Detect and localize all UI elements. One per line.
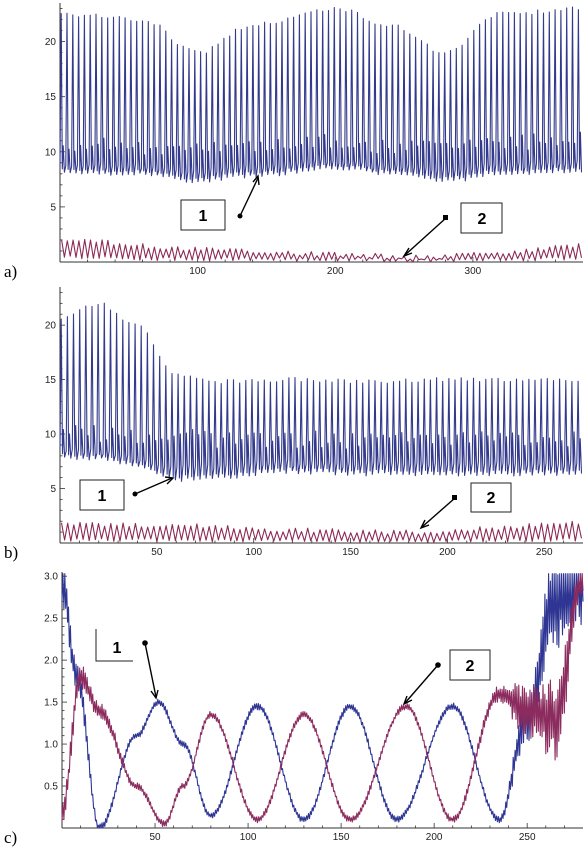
y-tick-label: 20 (45, 321, 57, 332)
callout-box-2-b: 2 (470, 482, 512, 513)
series-1-line (61, 573, 584, 829)
series-2-line (61, 573, 584, 827)
callout-box-2-c: 2 (449, 649, 491, 681)
callout-dot-1-c (142, 640, 148, 646)
callout-box-frame (460, 202, 503, 234)
y-tick-label: 10 (45, 147, 57, 158)
y-tick-label: 2.0 (44, 656, 58, 667)
callout-label-2-b: 2 (487, 490, 496, 507)
callout-arrowhead-2-a (402, 247, 413, 258)
plot-b-area: 50 100 150 200 250 5 10 15 20 (45, 287, 583, 558)
callout-arrow-2-a (404, 217, 447, 256)
y-tick-label: 3.0 (44, 572, 58, 583)
plot-c-area: 50 100 150 200 250 0.5 1.0 1.5 2.0 2.5 3.0 (44, 572, 584, 843)
callout-box-frame (449, 649, 491, 681)
y-tick-label: 15 (45, 375, 57, 386)
callout-box-2-a: 2 (460, 202, 503, 234)
callout-arrow-1-a (239, 177, 259, 217)
y-tick-label: 20 (45, 37, 57, 48)
panel-b: b) 50 100 150 200 250 5 10 15 20 1 2 (4, 287, 583, 562)
callout-dot-2-c (435, 662, 441, 668)
callout-label-2-a: 2 (478, 211, 487, 228)
callout-box-frame (180, 199, 226, 231)
callout-dot-2-a (443, 215, 448, 220)
x-tick-label: 200 (327, 266, 344, 277)
x-tick-label: 100 (245, 547, 262, 558)
callout-box-1-a: 1 (180, 199, 226, 231)
series-1-line (59, 302, 583, 482)
y-tick-label: 1.5 (44, 698, 58, 709)
y-tick-label: 5 (50, 202, 56, 213)
callout-box-frame (79, 479, 125, 511)
callout-dot-1-b (132, 491, 138, 497)
x-tick-label: 150 (333, 832, 350, 843)
panel-label-b: b) (4, 543, 18, 562)
callout-dot-2-b (452, 495, 457, 500)
x-tick-label: 300 (465, 266, 482, 277)
y-tick-label: 2.5 (44, 614, 58, 625)
panel-c: c) 50 100 150 200 250 0.5 1.0 1.5 2.0 2.5 3.0 1 2 (4, 572, 584, 847)
callout-box-1-b: 1 (79, 479, 125, 511)
callout-arrow-1-b (134, 477, 173, 495)
x-tick-label: 150 (342, 547, 359, 558)
y-tick-label: 10 (45, 430, 57, 441)
callout-arrowhead-2-b (419, 519, 430, 530)
plot-a-area: 100 200 300 5 10 15 20 (45, 3, 583, 277)
panel-label-a: a) (4, 262, 17, 281)
panel-label-c: c) (4, 828, 17, 847)
x-tick-label: 200 (439, 547, 456, 558)
y-tick-label: 0.5 (44, 782, 58, 793)
series-2-line (60, 238, 583, 263)
y-tick-label: 5 (50, 484, 56, 495)
x-tick-label: 100 (240, 832, 257, 843)
x-tick-label: 250 (536, 547, 553, 558)
callout-arrow-2-b (421, 497, 456, 528)
callout-arrowhead-2-c (402, 695, 413, 706)
callout-arrowhead-1-c (150, 689, 159, 700)
x-tick-label: 50 (149, 832, 161, 843)
series-2-line (60, 520, 583, 543)
callout-arrowhead-1-b (164, 476, 175, 485)
y-tick-label: 1.0 (44, 740, 58, 751)
callout-box-frame (95, 629, 133, 662)
callout-arrow-1-c (144, 642, 157, 698)
x-tick-label: 200 (426, 832, 443, 843)
x-tick-label: 50 (151, 547, 163, 558)
x-tick-label: 100 (189, 266, 206, 277)
callout-label-2-c: 2 (466, 658, 475, 675)
callout-dot-1-a (237, 213, 243, 219)
series-1-line (59, 6, 583, 184)
callout-box-frame (470, 482, 512, 513)
y-tick-label: 15 (45, 92, 57, 103)
callout-arrow-2-c (404, 664, 439, 704)
x-tick-label: 250 (519, 832, 536, 843)
callout-label-1-b: 1 (98, 488, 107, 505)
callout-arrowhead-1-a (252, 174, 260, 186)
panel-a: a) 100 200 300 5 10 15 20 1 2 (4, 3, 583, 281)
callout-label-1-a: 1 (199, 208, 208, 225)
callout-box-1-c: 1 (95, 629, 133, 662)
callout-label-1-c: 1 (113, 640, 122, 657)
